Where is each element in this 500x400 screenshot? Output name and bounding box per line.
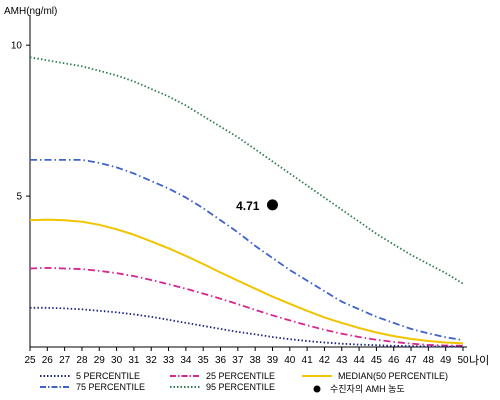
y-tick-label: 5 <box>16 192 22 203</box>
patient-amh-point <box>266 199 278 211</box>
legend-item-patient-point: 수진자의 AMH 농도 <box>310 382 405 395</box>
x-tick-label: 47 <box>405 355 417 366</box>
x-tick-label: 27 <box>59 355 71 366</box>
x-tick-label: 30 <box>111 355 123 366</box>
patient-amh-value-label: 4.71 <box>236 199 260 213</box>
x-tick-label: 35 <box>198 355 210 366</box>
legend-label: 75 PERCENTILE <box>76 382 146 392</box>
legend-item-75-percentile: 75 PERCENTILE <box>40 382 145 392</box>
x-tick-label: 38 <box>250 355 262 366</box>
x-tick-label: 32 <box>146 355 158 366</box>
series-layer <box>29 56 464 348</box>
y-axis-label: AMH(ng/ml) <box>4 6 57 17</box>
series-line-25-percentile <box>29 267 464 347</box>
series-line-5-percentile <box>30 306 464 348</box>
series-line-95-percentile <box>29 56 464 285</box>
legend-label: 95 PERCENTILE <box>206 382 276 392</box>
legend-item-5-percentile: 5 PERCENTILE <box>40 371 140 381</box>
x-tick-label: 40 <box>284 355 296 366</box>
x-tick-label: 41 <box>302 355 314 366</box>
x-tick-label: 48 <box>423 355 435 366</box>
x-tick-label: 31 <box>128 355 140 366</box>
x-tick-label: 33 <box>163 355 175 366</box>
x-tick-label: 46 <box>388 355 400 366</box>
x-tick-label: 37 <box>232 355 244 366</box>
legend: 5 PERCENTILE 75 PERCENTILE 25 PERCENTILE… <box>40 371 480 399</box>
x-tick-label: 29 <box>94 355 106 366</box>
marker-layer: 4.71 <box>236 199 278 213</box>
x-tick-label: 49 <box>440 355 452 366</box>
legend-item-median: MEDIAN(50 PERCENTILE) <box>302 371 448 381</box>
series-line-median-50-percentile <box>29 218 464 345</box>
legend-label: 수진자의 AMH 농도 <box>330 384 405 394</box>
x-tick-label: 25 <box>24 355 36 366</box>
legend-label: 5 PERCENTILE <box>76 371 141 381</box>
x-tick-label: 34 <box>180 355 192 366</box>
legend-item-25-percentile: 25 PERCENTILE <box>170 371 275 381</box>
x-tick-label: 42 <box>319 355 331 366</box>
legend-item-95-percentile: 95 PERCENTILE <box>170 382 275 392</box>
series-line-75-percentile <box>30 159 464 341</box>
x-tick-label: 28 <box>76 355 88 366</box>
x-tick-label: 36 <box>215 355 227 366</box>
axes: 5 10 25 26 27 28 29 30 31 32 33 34 35 36 37 38 39 40 41 42 4… <box>11 15 489 367</box>
x-tick-label: 45 <box>371 355 383 366</box>
x-tick-label: 50 <box>457 355 469 366</box>
x-tick-label: 39 <box>267 355 279 366</box>
y-tick-label: 10 <box>11 41 23 52</box>
x-tick-label: 43 <box>336 355 348 366</box>
legend-label: MEDIAN(50 PERCENTILE) <box>338 371 449 381</box>
x-tick-label: 26 <box>42 355 54 366</box>
legend-label: 25 PERCENTILE <box>206 371 276 381</box>
x-tick-label: 44 <box>354 355 366 366</box>
x-axis-label: 나이 <box>469 354 489 367</box>
